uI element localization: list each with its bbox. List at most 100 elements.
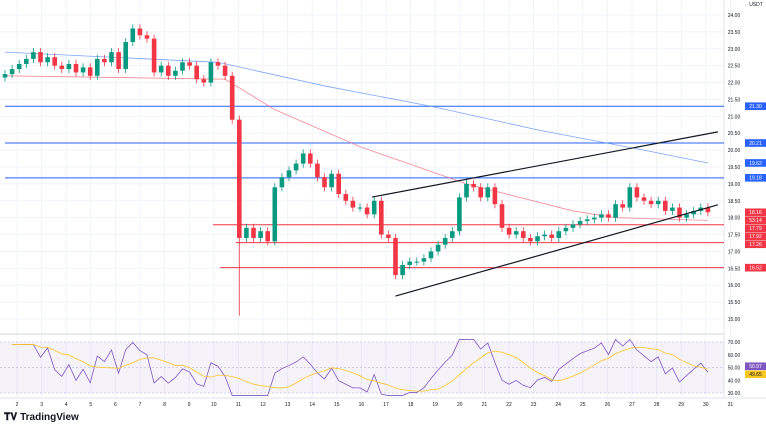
candle-body [584, 219, 590, 222]
current-price-label-bg [745, 216, 766, 225]
candle-body [627, 187, 633, 208]
candle-body [258, 231, 263, 238]
candle-body [620, 204, 625, 208]
y-tick-label: 22.50 [728, 64, 741, 70]
candle-body [506, 227, 512, 235]
y-tick-label: 15.00 [728, 317, 741, 323]
x-tick-label: 4 [65, 402, 68, 408]
candle-body [31, 52, 36, 59]
candle-body [116, 52, 121, 70]
level-price-label: 16.52 [749, 265, 762, 271]
candle-body [123, 42, 128, 70]
candle-body [244, 227, 249, 238]
y-tick-label: 18.50 [728, 199, 741, 205]
candle-body [315, 163, 320, 178]
rsi-tick-label: 70.00 [728, 340, 741, 346]
candle-body [450, 231, 455, 238]
rsi-tick-label: 40.00 [728, 378, 741, 384]
y-tick-label: 19.00 [728, 182, 741, 188]
y-tick-label: 23.50 [728, 30, 741, 36]
level-price-label-bg [745, 139, 766, 147]
candle-body [705, 207, 711, 213]
candle-body [592, 217, 597, 220]
level-price-label-bg [745, 102, 766, 111]
candle-body [599, 214, 604, 218]
candle-body [215, 62, 221, 66]
x-tick-label: 12 [260, 402, 266, 408]
x-tick-label: 8 [163, 402, 166, 408]
current-price-label: 53:14 [749, 218, 762, 224]
x-tick-label: 5 [89, 402, 92, 408]
level-price-label: 21.30 [749, 104, 762, 110]
rsi-ma-value-label: 49.65 [749, 372, 762, 378]
x-tick-label: 28 [654, 402, 660, 408]
y-tick-label: 16.00 [728, 283, 741, 289]
candle-body [435, 244, 441, 252]
candle-body [371, 200, 377, 215]
y-tick-label: 19.50 [728, 165, 741, 171]
current-price-label-bg [745, 208, 766, 217]
candle-body [393, 237, 398, 276]
candle-body [24, 58, 29, 64]
candle-body [407, 261, 412, 265]
candle-body [606, 214, 611, 218]
candle-body [300, 153, 306, 164]
candle-body [308, 153, 313, 164]
candle-body [457, 197, 462, 232]
rsi-tick-label: 50.00 [728, 366, 741, 372]
tradingview-logo-icon: 𝐓𝐕 [4, 412, 18, 423]
x-tick-label: 25 [580, 402, 586, 408]
candle-body [428, 251, 434, 259]
x-tick-label: 29 [678, 402, 684, 408]
y-tick-label: 17.00 [728, 249, 741, 255]
x-tick-label: 26 [605, 402, 611, 408]
currency-label: USDT [749, 2, 763, 8]
x-tick-label: 30 [703, 402, 709, 408]
x-tick-label: 17 [383, 402, 389, 408]
candle-body [87, 67, 93, 76]
candle-body [38, 52, 43, 63]
x-tick-label: 9 [188, 402, 191, 408]
candle-body [279, 177, 285, 188]
candle-body [265, 231, 270, 242]
x-tick-label: 7 [139, 402, 142, 408]
y-tick-label: 16.50 [728, 266, 741, 272]
candle-body [9, 69, 15, 75]
candle-body [577, 221, 583, 225]
current-price-label-bg [745, 159, 766, 167]
candle-body [180, 62, 185, 71]
candle-body [357, 207, 363, 209]
candle-body [137, 28, 143, 36]
y-tick-label: 20.00 [728, 148, 741, 154]
x-tick-label: 10 [211, 402, 217, 408]
current-price-label: 17.92 [749, 234, 762, 240]
level-price-label-bg [745, 174, 766, 182]
tradingview-logo[interactable]: 𝐓𝐕 TradingView [4, 412, 79, 423]
rsi-ma-value-label-bg [745, 370, 766, 379]
candle-body [194, 65, 199, 80]
rsi-ma-line [12, 344, 708, 392]
candle-body [187, 62, 192, 66]
candle-body [379, 200, 384, 235]
candle-body [663, 200, 668, 211]
candle-body [95, 58, 100, 76]
y-tick-label: 23.00 [728, 47, 741, 53]
x-tick-label: 13 [285, 402, 291, 408]
candle-body [329, 173, 334, 188]
candle-body [229, 75, 235, 120]
candle-body [563, 227, 569, 232]
level-price-label: 17.26 [749, 242, 762, 248]
candle-body [364, 207, 370, 215]
candle-body [677, 207, 682, 218]
y-tick-label: 18.00 [728, 216, 741, 222]
x-tick-label: 22 [506, 402, 512, 408]
candle-body [293, 163, 299, 171]
candle-body [16, 63, 22, 70]
candle-body [201, 79, 207, 83]
y-tick-label: 21.50 [728, 97, 741, 103]
x-tick-label: 23 [531, 402, 537, 408]
candle-body [478, 187, 483, 198]
x-tick-label: 18 [408, 402, 414, 408]
x-tick-label: 11 [236, 402, 241, 408]
